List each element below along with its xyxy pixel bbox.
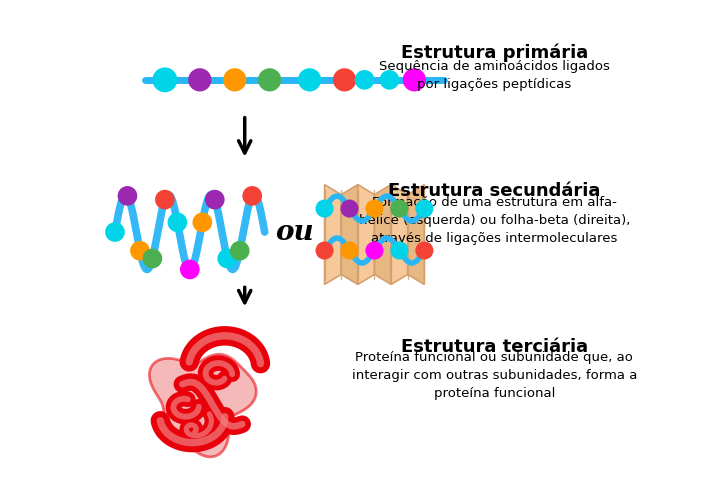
Point <box>160 76 171 84</box>
Point <box>196 219 208 227</box>
Point <box>419 205 430 213</box>
Point <box>369 247 380 254</box>
Point <box>264 76 275 84</box>
Polygon shape <box>341 185 358 284</box>
Point <box>229 76 240 84</box>
Point <box>109 228 121 236</box>
Point <box>319 247 330 254</box>
Point <box>184 265 196 273</box>
Point <box>134 247 145 254</box>
Point <box>319 205 330 213</box>
Text: Formação de uma estrutura em alfa-
hélice (esquerda) ou folha-beta (direita),
at: Formação de uma estrutura em alfa- hélic… <box>359 196 630 245</box>
Text: ou: ou <box>275 219 314 246</box>
Point <box>359 76 370 84</box>
Point <box>160 196 171 204</box>
Point <box>222 254 233 262</box>
Point <box>344 205 355 213</box>
Point <box>344 247 355 254</box>
Point <box>234 247 245 254</box>
Point <box>393 247 405 254</box>
Polygon shape <box>325 185 341 284</box>
Text: Proteína funcional ou subunidade que, ao
interagir com outras subunidades, forma: Proteína funcional ou subunidade que, ao… <box>352 351 637 400</box>
Point <box>339 76 350 84</box>
Point <box>172 219 183 227</box>
Point <box>209 196 220 204</box>
Text: Estrutura secundária: Estrutura secundária <box>388 182 601 200</box>
Point <box>247 192 258 200</box>
Polygon shape <box>358 185 374 284</box>
Polygon shape <box>374 185 391 284</box>
Polygon shape <box>408 185 425 284</box>
Point <box>147 254 158 262</box>
Point <box>393 205 405 213</box>
Text: Estrutura primária: Estrutura primária <box>401 43 588 62</box>
Point <box>194 76 206 84</box>
Point <box>304 76 316 84</box>
Point <box>408 76 420 84</box>
Point <box>122 192 133 200</box>
Point <box>384 76 395 84</box>
Point <box>369 205 380 213</box>
Polygon shape <box>391 185 408 284</box>
Text: Sequência de aminoácidos ligados
por ligações peptídicas: Sequência de aminoácidos ligados por lig… <box>379 60 610 91</box>
Polygon shape <box>150 354 256 457</box>
Text: Estrutura terciária: Estrutura terciária <box>401 338 588 356</box>
Point <box>419 247 430 254</box>
